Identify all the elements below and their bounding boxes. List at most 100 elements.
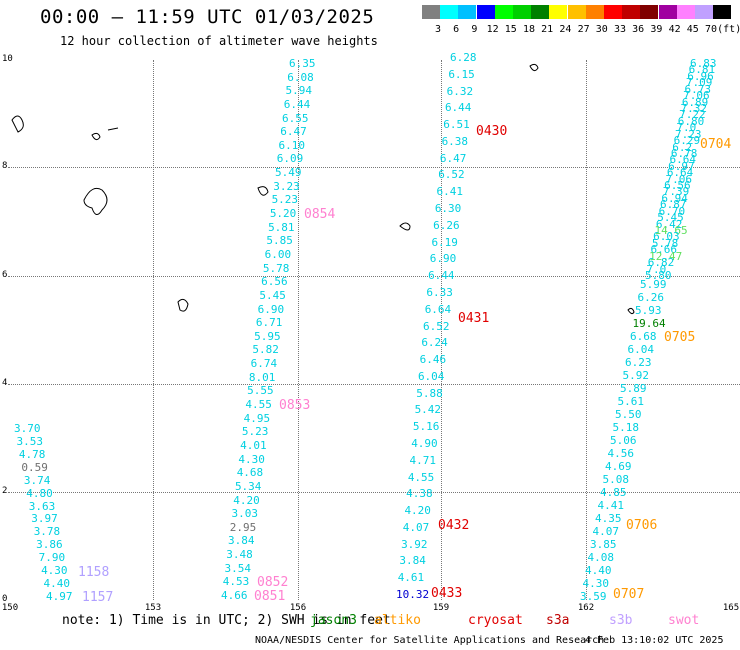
swh-value-track-162: 5.61 xyxy=(617,395,645,408)
swh-value-track-162: 5.93 xyxy=(635,304,662,317)
swh-value-track-156: 6.90 xyxy=(257,302,285,316)
swh-value-track-156: 3.84 xyxy=(227,534,255,548)
orbit-number-label: 0430 xyxy=(476,124,508,139)
swh-value-track-150: 3.86 xyxy=(36,538,63,552)
island-outline xyxy=(177,298,189,312)
swh-value-track-162: 6.23 xyxy=(625,356,652,369)
scale-label: 30 xyxy=(595,24,608,35)
scale-label: 42 xyxy=(668,24,681,35)
swh-value-track-162: 4.30 xyxy=(582,577,610,590)
swh-value-track-162: 4.69 xyxy=(605,460,632,473)
swh-value-track-156: 5.81 xyxy=(268,220,295,234)
swh-value-track-156: 4.53 xyxy=(222,575,250,589)
orbit-number-label: 1157 xyxy=(82,590,114,605)
scale-label: 21 xyxy=(541,24,554,35)
island-outline xyxy=(83,187,108,215)
swh-value-track-159: 6.19 xyxy=(431,235,458,249)
scale-swatch xyxy=(640,5,659,19)
swh-value-track-156: 4.68 xyxy=(236,466,264,480)
swh-value-track-164: 6.81 xyxy=(688,63,716,77)
scale-swatch xyxy=(476,5,495,19)
swh-value-track-159: 4.90 xyxy=(411,436,438,450)
scale-label: 39 xyxy=(650,24,663,35)
island-outline xyxy=(529,63,539,72)
swh-value-track-159: 6.24 xyxy=(421,336,448,350)
scale-label: 12 xyxy=(486,24,499,35)
x-tick-label: 162 xyxy=(577,603,595,613)
swh-value-track-164: 7.23 xyxy=(675,127,702,141)
swh-value-track-150: 0.59 xyxy=(21,460,48,474)
satellite-legend-item: jason3 xyxy=(310,613,357,628)
swh-value-track-156: 5.85 xyxy=(266,234,293,248)
swh-value-track-164: 6.82 xyxy=(647,256,675,270)
orbit-number-label: 0704 xyxy=(700,137,732,152)
swh-value-track-156: 3.48 xyxy=(226,548,253,562)
y-tick-label: 6 xyxy=(2,270,8,280)
swh-value-track-162: 4.40 xyxy=(585,564,612,577)
swh-value-track-150: 4.78 xyxy=(18,447,46,461)
swh-value-track-164: 6.83 xyxy=(690,57,717,70)
swh-value-track-162: 4.35 xyxy=(595,512,622,525)
swh-value-track-159: 3.84 xyxy=(399,554,426,568)
scale-label: 6 xyxy=(453,24,460,35)
swh-value-track-164: 6.64 xyxy=(666,166,694,180)
swh-value-track-162: 5.92 xyxy=(622,369,650,382)
scale-label: 3 xyxy=(434,24,442,35)
swh-value-track-164: 6.66 xyxy=(650,243,677,257)
swh-value-track-164: 6.87 xyxy=(660,198,687,212)
island-outline xyxy=(627,307,635,315)
grid-line-vertical xyxy=(441,60,442,600)
swh-value-track-156: 2.95 xyxy=(229,520,257,534)
swh-value-track-159: 4.55 xyxy=(407,470,435,484)
orbit-number-label: 0706 xyxy=(626,518,658,533)
swh-value-track-156: 4.66 xyxy=(221,589,248,602)
scale-label: 27 xyxy=(577,24,590,35)
swh-value-track-162: 5.50 xyxy=(615,408,642,421)
swh-value-track-164: 14.65 xyxy=(654,224,688,238)
swh-value-track-164: 6.29 xyxy=(673,134,701,148)
swh-value-track-162: 4.85 xyxy=(600,486,627,499)
swh-value-track-159: 6.30 xyxy=(434,202,462,216)
swh-value-track-156: 3.03 xyxy=(231,507,258,521)
swh-value-track-159: 5.16 xyxy=(412,420,440,434)
swh-value-track-164: 7.09 xyxy=(685,76,713,90)
x-tick-label: 156 xyxy=(289,603,307,613)
swh-value-track-156: 4.01 xyxy=(240,438,267,452)
y-tick-label: 0 xyxy=(2,594,8,604)
swh-value-track-156: 6.71 xyxy=(255,316,283,330)
scale-label: 15 xyxy=(504,24,517,35)
generated-timestamp: 4 Feb 13:10:02 UTC 2025 xyxy=(585,635,724,646)
swh-value-track-156: 5.34 xyxy=(234,479,262,493)
orbit-number-label: 0853 xyxy=(279,398,311,413)
swh-value-track-164: 6.56 xyxy=(664,179,691,193)
x-tick-label: 150 xyxy=(1,603,19,613)
satellite-legend-item: s3a xyxy=(546,613,570,628)
scale-label: (ft) xyxy=(717,24,740,35)
scale-swatch xyxy=(494,5,513,19)
swh-value-track-156: 5.82 xyxy=(252,343,279,357)
swh-value-track-164: 6.73 xyxy=(684,82,712,96)
scale-label: 45 xyxy=(686,24,699,35)
grid-line-horizontal xyxy=(8,492,740,493)
satellite-legend-item: altiko xyxy=(374,613,421,628)
swh-value-track-156: 6.10 xyxy=(278,138,306,152)
swh-value-track-156: 5.23 xyxy=(271,193,299,207)
swh-value-track-162: 5.99 xyxy=(640,278,667,291)
scale-swatch xyxy=(458,5,477,19)
orbit-number-label: 0852 xyxy=(257,575,289,590)
scale-swatch xyxy=(622,5,641,19)
swh-value-track-162: 6.04 xyxy=(627,343,655,356)
swh-value-track-159: 6.90 xyxy=(429,252,457,266)
orbit-number-label: 0431 xyxy=(458,311,490,326)
swh-value-track-164: 6.96 xyxy=(687,69,714,83)
swh-value-track-150: 3.97 xyxy=(31,512,58,526)
orbit-number-label: 0433 xyxy=(431,586,463,601)
swh-value-track-162: 6.68 xyxy=(630,330,657,343)
scale-swatch xyxy=(713,5,732,19)
swh-value-track-159: 6.41 xyxy=(436,185,464,199)
y-tick-label: 4 xyxy=(2,378,8,388)
y-tick-label: 10 xyxy=(2,54,13,64)
swh-value-track-162: 4.07 xyxy=(592,525,620,538)
map-title: 00:00 – 11:59 UTC 01/03/2025 xyxy=(40,6,375,28)
scale-swatch xyxy=(567,5,586,19)
